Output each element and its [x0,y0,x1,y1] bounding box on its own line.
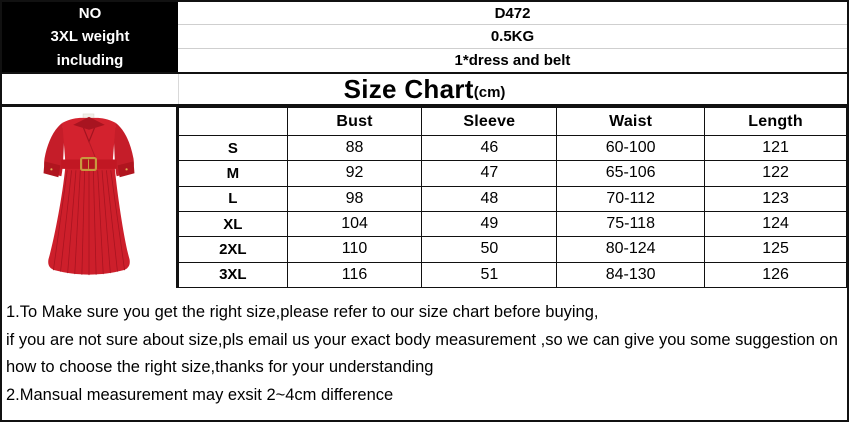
col-header-length: Length [704,107,847,136]
size-cell: XL [178,210,288,238]
sleeve-cell: 47 [421,160,558,187]
size-chart-unit: (cm) [473,84,506,101]
bust-cell: 92 [286,160,423,187]
right-cuff-button [125,168,128,171]
info-label-no: NO [2,2,178,26]
table-row-l: L 98 48 70-112 123 [178,185,847,212]
length-cell: 126 [704,261,847,289]
main-area: Bust Sleeve Waist Length S 88 46 60-100 … [2,107,847,289]
size-cell: S [178,134,288,162]
info-value-including: 1*dress and belt [454,51,571,69]
sleeve-cell: 49 [421,210,558,238]
size-table-header-row: Bust Sleeve Waist Length [178,107,847,136]
waist-cell: 80-124 [556,236,706,263]
size-chart-title-row: Size Chart (cm) [2,72,847,107]
waist-cell: 65-106 [556,160,706,187]
table-row-xl: XL 104 49 75-118 124 [178,210,847,238]
note-line-3: how to choose the right size,thanks for … [6,358,434,376]
waist-cell: 84-130 [556,261,706,289]
waist-cell: 60-100 [556,134,706,162]
length-cell: 121 [704,134,847,162]
length-cell: 123 [704,185,847,212]
waist-cell: 75-118 [556,210,706,238]
bodice [62,117,116,162]
col-header-bust: Bust [286,107,423,136]
bust-cell: 110 [286,236,423,263]
info-label-including: including [2,48,178,72]
table-row-2xl: 2XL 110 50 80-124 125 [178,236,847,263]
bust-cell: 116 [286,261,423,289]
info-value-weight: 0.5KG [178,25,847,49]
info-value-no: D472 [178,2,847,26]
col-header-sleeve: Sleeve [421,107,558,136]
info-label-weight: 3XL weight [2,25,178,49]
size-cell: 3XL [178,261,288,289]
product-photo-cell [2,107,178,288]
sleeve-cell: 51 [421,261,558,289]
note-line-4: 2.Mansual measurement may exsit 2~4cm di… [6,385,394,404]
collar-left [73,116,89,130]
size-cell: 2XL [178,236,288,263]
title-column-divider [178,74,179,104]
length-cell: 125 [704,236,847,263]
table-row-s: S 88 46 60-100 121 [178,134,847,162]
bust-cell: 98 [286,185,423,212]
bust-cell: 104 [286,210,423,238]
product-info-table: NO D472 3XL weight 0.5KG including 1*dre… [2,2,847,72]
red-dress-image [43,113,135,276]
note-line-2: if you are not sure about size,pls email… [6,330,838,349]
size-cell: L [178,185,288,212]
length-cell: 124 [704,210,847,238]
col-header-waist: Waist [556,107,706,136]
size-table: Bust Sleeve Waist Length S 88 46 60-100 … [178,107,847,289]
length-cell: 122 [704,160,847,187]
collar-right [89,116,105,130]
table-row-m: M 92 47 65-106 122 [178,160,847,187]
note-line-1: 1.To Make sure you get the right size,pl… [6,303,599,321]
col-header-size [178,107,288,136]
skirt-pleat-lines [53,170,125,276]
sleeve-cell: 48 [421,185,558,212]
left-cuff-button [50,168,53,171]
bust-cell: 88 [286,134,423,162]
size-cell: M [178,160,288,187]
sleeve-cell: 46 [421,134,558,162]
table-row-3xl: 3XL 116 51 84-130 126 [178,261,847,289]
sleeve-cell: 50 [421,236,558,263]
sizing-notes: 1.To Make sure you get the right size,pl… [2,288,847,420]
size-chart-title: Size Chart [343,74,474,104]
waist-cell: 70-112 [556,185,706,212]
